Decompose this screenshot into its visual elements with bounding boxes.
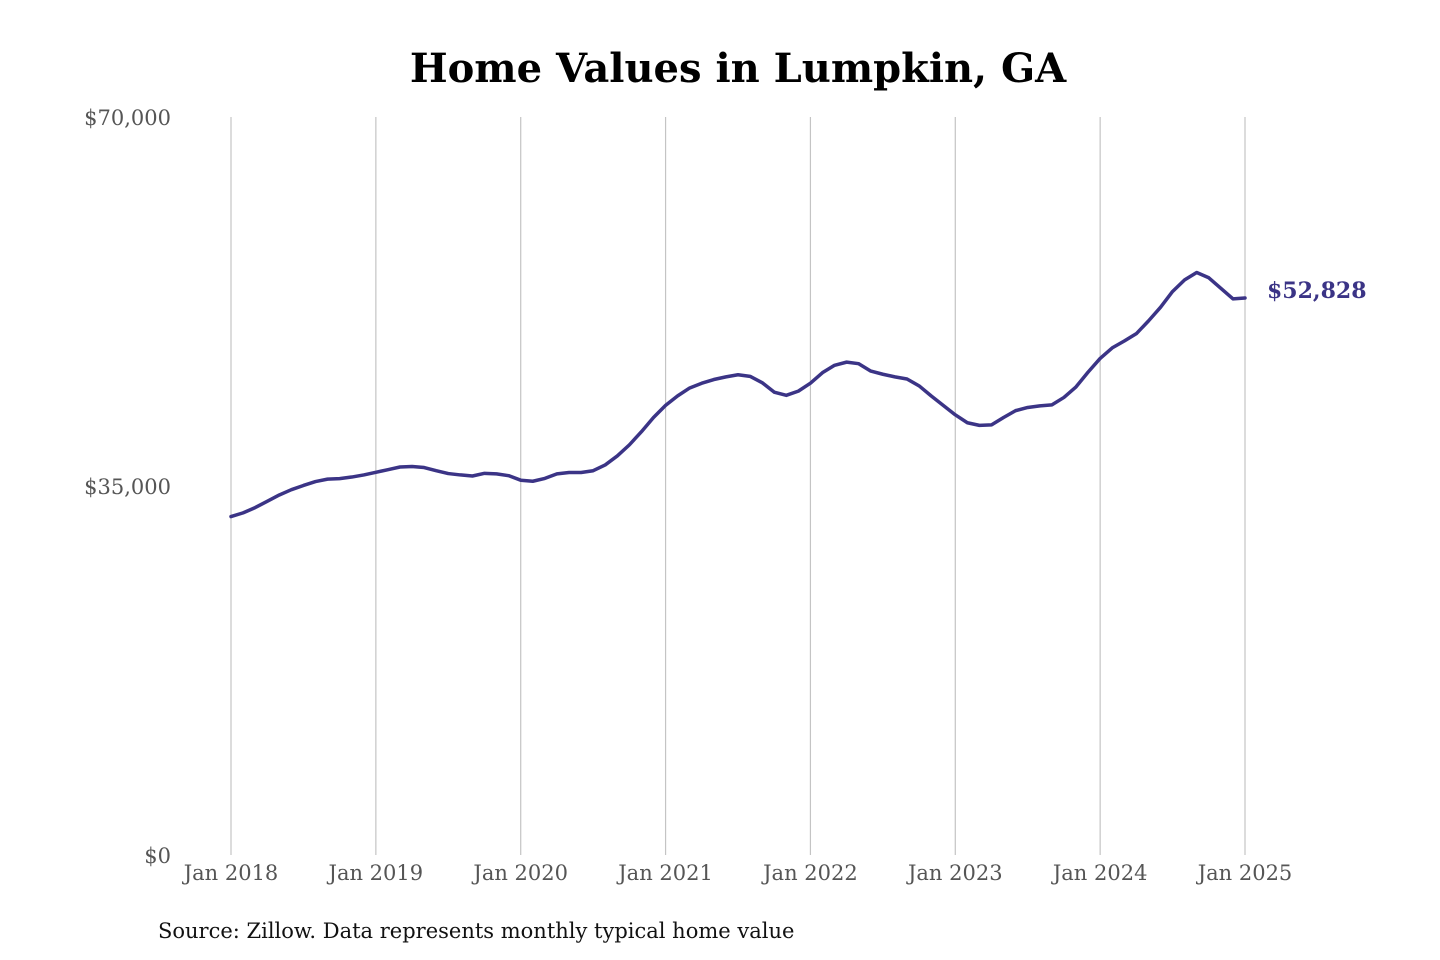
- x-tick-label-1: Jan 2019: [327, 861, 424, 885]
- end-value-label: $52,828: [1267, 278, 1367, 304]
- x-tick-label-4: Jan 2022: [761, 861, 858, 885]
- x-tick-label-5: Jan 2023: [906, 861, 1003, 885]
- y-axis-ticks: $0 $35,000 $70,000: [84, 106, 171, 868]
- series-layer: [229, 270, 1247, 519]
- y-tick-label-1: $35,000: [84, 475, 171, 499]
- source-note: Source: Zillow. Data represents monthly …: [158, 919, 794, 943]
- x-tick-label-3: Jan 2021: [616, 861, 713, 885]
- y-tick-label-0: $0: [144, 844, 171, 868]
- chart-title: Home Values in Lumpkin, GA: [410, 45, 1067, 92]
- x-tick-label-0: Jan 2018: [182, 861, 279, 885]
- x-tick-label-2: Jan 2020: [471, 861, 568, 885]
- y-tick-label-2: $70,000: [84, 106, 171, 130]
- x-tick-label-6: Jan 2024: [1051, 861, 1148, 885]
- grid-layer: [230, 117, 1246, 855]
- series-line-0: [229, 270, 1247, 519]
- x-tick-label-7: Jan 2025: [1196, 861, 1293, 885]
- x-axis-ticks: Jan 2018 Jan 2019 Jan 2020 Jan 2021 Jan 2022…: [182, 861, 1293, 885]
